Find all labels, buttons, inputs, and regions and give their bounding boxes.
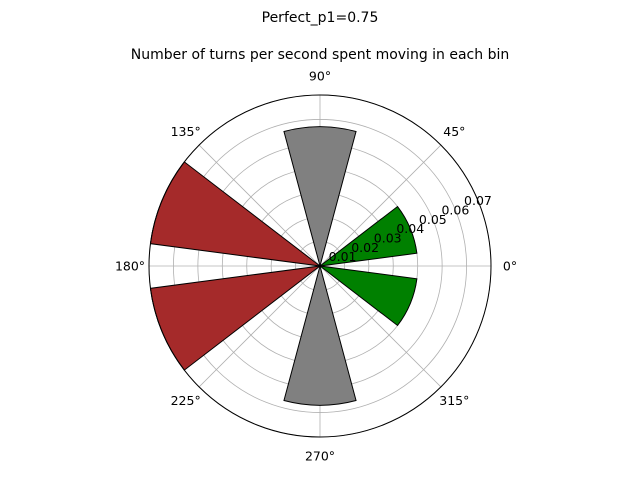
radial-tick-label: 0.04 xyxy=(396,221,424,236)
angular-tick-label: 0° xyxy=(503,259,517,274)
radial-tick-label: 0.07 xyxy=(464,193,492,208)
angular-tick-label: 270° xyxy=(305,449,335,464)
radial-tick-label: 0.05 xyxy=(419,212,447,227)
angular-tick-label: 45° xyxy=(443,124,465,139)
chart-suptitle: Perfect_p1=0.75 xyxy=(262,10,379,26)
angular-tick-label: 180° xyxy=(115,259,145,274)
angular-tick-label: 90° xyxy=(309,69,331,84)
bar-wedge xyxy=(318,205,418,267)
angular-tick-label: 135° xyxy=(171,124,201,139)
radial-tick-label: 0.06 xyxy=(441,202,469,217)
radial-tick-label: 0.03 xyxy=(374,230,402,245)
angular-tick-label: 225° xyxy=(171,393,201,408)
angular-gridline xyxy=(198,265,321,388)
bar-wedge xyxy=(283,264,357,406)
angular-gridline xyxy=(319,144,442,267)
angular-tick-label: 315° xyxy=(439,393,469,408)
chart-title: Number of turns per second spent moving … xyxy=(131,47,509,63)
bar-wedge xyxy=(318,265,418,327)
bars xyxy=(149,126,418,406)
radial-tick-label: 0.02 xyxy=(351,240,379,255)
polar-frame xyxy=(148,94,492,438)
radial-tick-label: 0.01 xyxy=(329,249,357,264)
angular-gridline xyxy=(198,144,321,267)
tick-labels: 0° 45° 90° 135° 180° 225° 270° 315° 0.010.020.03… xyxy=(115,69,517,464)
angular-gridline xyxy=(319,265,442,388)
bar-wedge xyxy=(283,126,357,268)
